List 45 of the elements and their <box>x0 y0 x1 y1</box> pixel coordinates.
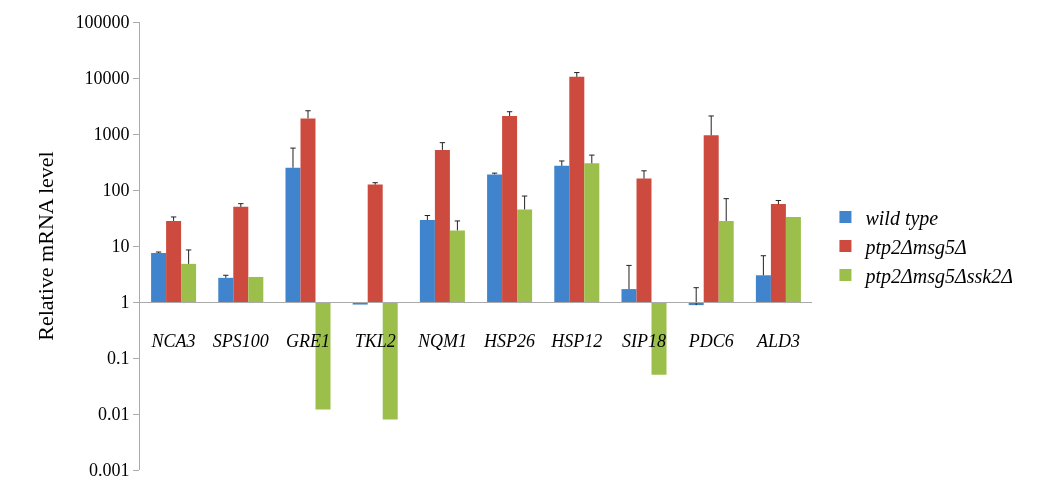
bar <box>367 184 383 302</box>
bar <box>181 263 197 302</box>
y-tick-label: 10 <box>111 236 130 257</box>
bar <box>718 220 734 302</box>
bar <box>218 277 234 302</box>
x-tick-label: NCA3 <box>150 330 196 351</box>
bar <box>300 118 316 302</box>
legend-label: ptp2Δmsg5Δ <box>863 235 967 259</box>
bar <box>770 204 786 302</box>
y-tick-label: 0.1 <box>106 348 130 369</box>
legend-label: wild type <box>865 206 939 230</box>
bar <box>569 76 585 302</box>
bar <box>584 163 600 302</box>
bar <box>755 275 771 302</box>
bar <box>487 174 503 302</box>
y-tick-label: 1000 <box>93 124 130 145</box>
y-tick-label: 0.001 <box>88 460 130 481</box>
bar <box>166 220 182 302</box>
bar <box>517 209 533 302</box>
y-tick-label: 100 <box>102 180 130 201</box>
bar <box>233 206 249 302</box>
bar <box>419 220 435 302</box>
x-tick-label: HSP12 <box>550 330 603 351</box>
x-tick-label: HSP26 <box>483 330 536 351</box>
x-tick-label: ALD3 <box>755 330 800 351</box>
bar <box>785 216 801 302</box>
x-tick-label: PDC6 <box>687 330 734 351</box>
x-tick-label: NQM1 <box>416 330 467 351</box>
y-axis-title: Relative mRNA level <box>33 151 59 341</box>
y-tick-label: 100000 <box>75 12 130 33</box>
bar <box>449 230 465 302</box>
bar <box>434 149 450 302</box>
bar <box>554 165 570 302</box>
legend-label: ptp2Δmsg5Δssk2Δ <box>863 264 1013 288</box>
x-tick-label: SPS100 <box>212 330 269 351</box>
bar <box>248 276 264 302</box>
y-tick-label: 0.01 <box>97 404 130 425</box>
y-tick-label: 1 <box>120 292 130 313</box>
bar <box>151 253 167 302</box>
bar <box>502 115 518 302</box>
y-tick-label: 10000 <box>84 68 130 89</box>
bar <box>285 167 301 302</box>
bar <box>703 135 719 302</box>
bar <box>621 289 637 302</box>
bar <box>636 178 652 302</box>
